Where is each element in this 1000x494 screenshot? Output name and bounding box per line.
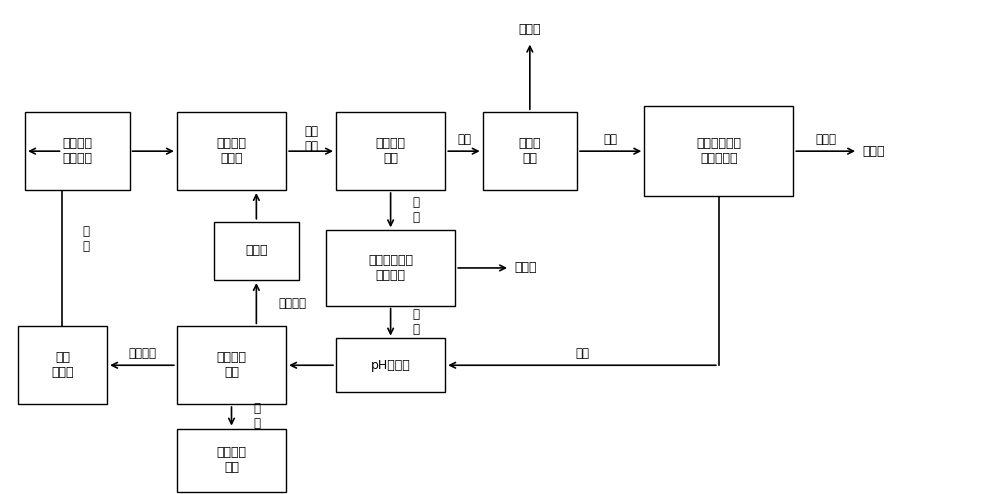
FancyBboxPatch shape bbox=[214, 222, 299, 280]
Text: 腐殖酸: 腐殖酸 bbox=[862, 145, 884, 158]
FancyBboxPatch shape bbox=[177, 112, 286, 190]
Text: 液
相: 液 相 bbox=[412, 196, 419, 224]
FancyBboxPatch shape bbox=[336, 112, 445, 190]
FancyBboxPatch shape bbox=[177, 428, 286, 492]
Text: 水热碳化
反应器: 水热碳化 反应器 bbox=[216, 137, 246, 165]
Text: 废水处理
单元: 废水处理 单元 bbox=[216, 446, 246, 474]
FancyBboxPatch shape bbox=[483, 112, 577, 190]
FancyBboxPatch shape bbox=[25, 112, 130, 190]
FancyBboxPatch shape bbox=[644, 106, 793, 196]
Text: 液相: 液相 bbox=[575, 347, 589, 360]
Text: 膜分离腐殖酸
提取单元: 膜分离腐殖酸 提取单元 bbox=[368, 254, 413, 282]
Text: 腐殖酸加酸沉
淀浓缩单元: 腐殖酸加酸沉 淀浓缩单元 bbox=[696, 137, 741, 165]
FancyBboxPatch shape bbox=[326, 230, 455, 306]
Text: 生物炭: 生物炭 bbox=[519, 23, 541, 36]
Text: 沼气
回收罐: 沼气 回收罐 bbox=[51, 351, 74, 379]
FancyBboxPatch shape bbox=[177, 327, 286, 404]
Text: 碱提取
单元: 碱提取 单元 bbox=[519, 137, 541, 165]
Text: 厌氧处理
单元: 厌氧处理 单元 bbox=[216, 351, 246, 379]
Text: 有机废物
混合单元: 有机废物 混合单元 bbox=[62, 137, 92, 165]
Text: 燃气炉: 燃气炉 bbox=[245, 245, 268, 257]
Text: 沼
液: 沼 液 bbox=[253, 402, 260, 430]
FancyBboxPatch shape bbox=[18, 327, 107, 404]
Text: 沼
渣: 沼 渣 bbox=[82, 225, 89, 253]
Text: 剩余沼气: 剩余沼气 bbox=[128, 347, 156, 360]
Text: 部分沼气: 部分沼气 bbox=[278, 297, 306, 310]
Text: 腐殖酸: 腐殖酸 bbox=[514, 261, 536, 275]
Text: 滤
液: 滤 液 bbox=[412, 308, 419, 336]
Text: 沉淀物: 沉淀物 bbox=[815, 132, 836, 146]
FancyBboxPatch shape bbox=[336, 338, 445, 392]
Text: 水热
产物: 水热 产物 bbox=[304, 125, 318, 153]
Text: 液体: 液体 bbox=[604, 132, 618, 146]
Text: 固液分离
装置: 固液分离 装置 bbox=[376, 137, 406, 165]
Text: 固相: 固相 bbox=[457, 132, 471, 146]
Text: pH调节池: pH调节池 bbox=[371, 359, 410, 372]
